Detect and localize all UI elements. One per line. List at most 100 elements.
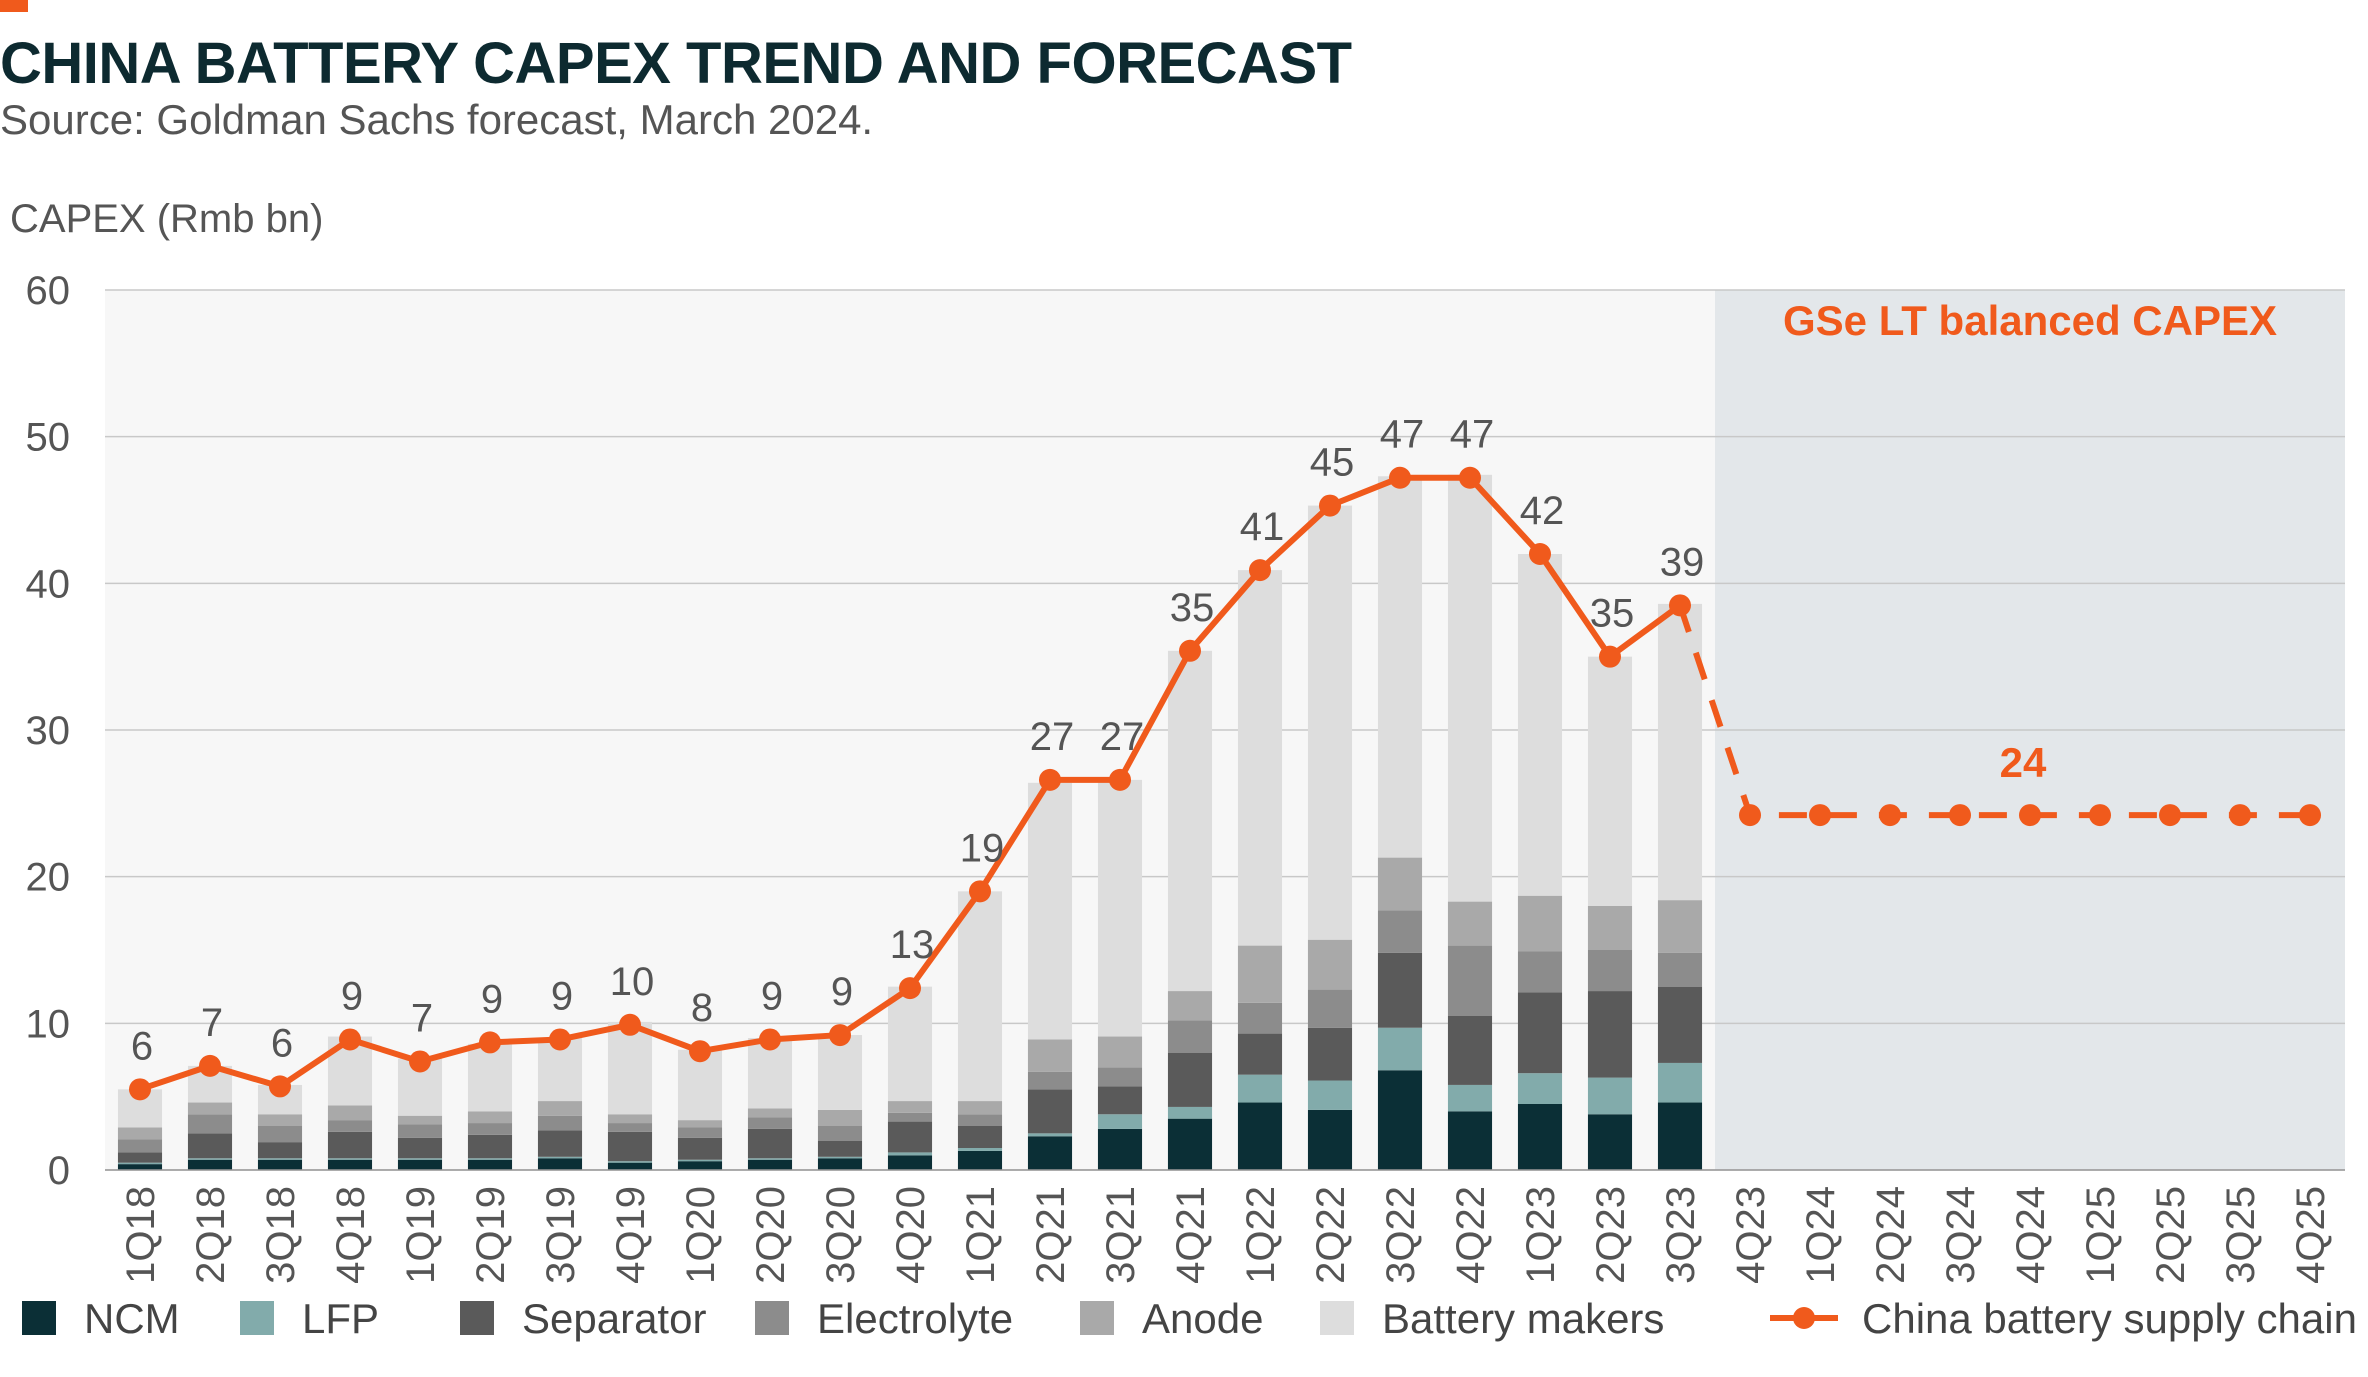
- bar-segment-battery-makers-4q21: [1167, 650, 1213, 992]
- x-tick-label: 1Q25: [2079, 1186, 2123, 1284]
- bar-segment-separator-3q21: [1097, 1086, 1143, 1115]
- x-tick-label: 3Q25: [2219, 1186, 2263, 1284]
- bar-segment-anode-1q19: [397, 1115, 443, 1125]
- legend-label: China battery supply chain: [1862, 1295, 2357, 1342]
- data-label: 35: [1170, 586, 1215, 630]
- data-label: 8: [691, 986, 713, 1030]
- data-label: 10: [610, 960, 655, 1004]
- bar-segment-battery-makers-2q19: [467, 1043, 513, 1112]
- bar-segment-electrolyte-3q23: [1657, 952, 1703, 987]
- bar-segment-battery-makers-2q22: [1307, 505, 1353, 940]
- bar-segment-anode-2q23: [1587, 906, 1633, 950]
- x-tick-label: 4Q20: [889, 1186, 933, 1284]
- bar-segment-separator-2q21: [1027, 1089, 1073, 1134]
- supply-chain-point-2q20: [759, 1028, 781, 1051]
- bar-segment-separator-2q18: [187, 1133, 233, 1159]
- x-tick-label: 2Q23: [1589, 1186, 1633, 1284]
- data-label: 7: [411, 996, 433, 1040]
- data-label: 19: [960, 826, 1005, 870]
- x-tick-label: 4Q25: [2289, 1186, 2333, 1284]
- x-tick-label: 3Q22: [1379, 1186, 1423, 1284]
- bar-segment-lfp-1q20: [677, 1159, 723, 1162]
- bar-segment-electrolyte-2q18: [187, 1114, 233, 1134]
- supply-chain-point-2q22: [1319, 494, 1341, 517]
- bar-segment-electrolyte-1q19: [397, 1124, 443, 1138]
- supply-chain-point-4q24: [2019, 804, 2041, 827]
- supply-chain-point-4q19: [619, 1013, 641, 1036]
- supply-chain-point-2q18: [199, 1054, 221, 1077]
- bar-segment-ncm-3q19: [537, 1158, 583, 1170]
- bar-segment-lfp-2q19: [467, 1158, 513, 1160]
- bar-segment-anode-3q22: [1377, 857, 1423, 911]
- bar-segment-lfp-3q23: [1657, 1062, 1703, 1103]
- bar-segment-battery-makers-2q21: [1027, 782, 1073, 1040]
- bar-segment-electrolyte-1q23: [1517, 951, 1563, 993]
- bar-segment-ncm-4q22: [1447, 1111, 1493, 1170]
- x-tick-label: 2Q20: [749, 1186, 793, 1284]
- bar-segment-lfp-1q22: [1237, 1074, 1283, 1103]
- bar-segment-battery-makers-3q23: [1657, 603, 1703, 901]
- supply-chain-point-2q19: [479, 1031, 501, 1054]
- bar-segment-battery-makers-1q22: [1237, 570, 1283, 946]
- bar-segment-lfp-3q20: [817, 1156, 863, 1159]
- supply-chain-point-1q18: [129, 1078, 151, 1101]
- legend-label: Separator: [522, 1295, 706, 1342]
- x-tick-label: 1Q24: [1799, 1186, 1843, 1284]
- bar-segment-separator-3q22: [1377, 952, 1423, 1028]
- bar-segment-lfp-4q19: [607, 1161, 653, 1163]
- bar-segment-ncm-1q20: [677, 1161, 723, 1170]
- bar-segment-lfp-1q23: [1517, 1073, 1563, 1104]
- bar-segment-electrolyte-1q21: [957, 1114, 1003, 1126]
- supply-chain-point-2q23: [1599, 645, 1621, 668]
- x-tick-label: 3Q20: [819, 1186, 863, 1284]
- bar-segment-anode-3q23: [1657, 900, 1703, 953]
- bar-segment-battery-makers-4q22: [1447, 474, 1493, 902]
- data-label: 6: [131, 1024, 153, 1068]
- supply-chain-point-1q22: [1249, 559, 1271, 582]
- x-tick-label: 1Q20: [679, 1186, 723, 1284]
- y-tick-label: 20: [26, 856, 71, 900]
- supply-chain-point-4q23: [1739, 804, 1761, 827]
- bar-segment-lfp-2q22: [1307, 1080, 1353, 1110]
- bar-segment-lfp-1q18: [117, 1162, 163, 1165]
- bar-segment-separator-4q22: [1447, 1016, 1493, 1085]
- bar-segment-ncm-4q19: [607, 1162, 653, 1170]
- x-tick-label: 3Q18: [259, 1186, 303, 1284]
- x-tick-label: 4Q22: [1449, 1186, 1493, 1284]
- bar-segment-electrolyte-4q19: [607, 1123, 653, 1132]
- supply-chain-point-3q24: [1949, 804, 1971, 827]
- supply-chain-point-4q18: [339, 1028, 361, 1051]
- forecast-region-label: GSe LT balanced CAPEX: [1783, 297, 2277, 344]
- bar-segment-anode-4q18: [327, 1105, 373, 1121]
- x-tick-label: 1Q22: [1239, 1186, 1283, 1284]
- legend-swatch-anode: [1080, 1301, 1114, 1335]
- supply-chain-point-3q22: [1389, 466, 1411, 489]
- bar-segment-lfp-3q19: [537, 1156, 583, 1159]
- data-label: 9: [761, 974, 783, 1018]
- bar-segment-separator-1q21: [957, 1126, 1003, 1148]
- bar-segment-ncm-1q18: [117, 1164, 163, 1170]
- x-tick-label: 3Q24: [1939, 1186, 1983, 1284]
- bar-segment-lfp-4q18: [327, 1158, 373, 1160]
- bar-segment-electrolyte-4q18: [327, 1120, 373, 1132]
- bar-segment-anode-1q22: [1237, 945, 1283, 1003]
- bar-segment-lfp-3q21: [1097, 1114, 1143, 1129]
- x-tick-label: 4Q18: [329, 1186, 373, 1284]
- legend-label: Electrolyte: [817, 1295, 1013, 1342]
- data-label: 27: [1030, 715, 1075, 759]
- x-tick-label: 1Q23: [1519, 1186, 1563, 1284]
- bar-segment-ncm-1q21: [957, 1150, 1003, 1170]
- supply-chain-point-1q23: [1529, 543, 1551, 565]
- bar-segment-separator-4q20: [887, 1121, 933, 1153]
- bar-segment-ncm-3q21: [1097, 1128, 1143, 1170]
- bar-segment-battery-makers-4q20: [887, 986, 933, 1102]
- data-label: 9: [481, 977, 503, 1021]
- bar-segment-anode-2q18: [187, 1102, 233, 1115]
- bar-segment-lfp-1q19: [397, 1158, 443, 1160]
- legend-label: NCM: [84, 1295, 180, 1342]
- data-label: 13: [890, 923, 935, 967]
- title-accent-bar: [0, 0, 28, 12]
- bar-segment-electrolyte-3q22: [1377, 910, 1423, 953]
- y-tick-label: 50: [26, 416, 71, 460]
